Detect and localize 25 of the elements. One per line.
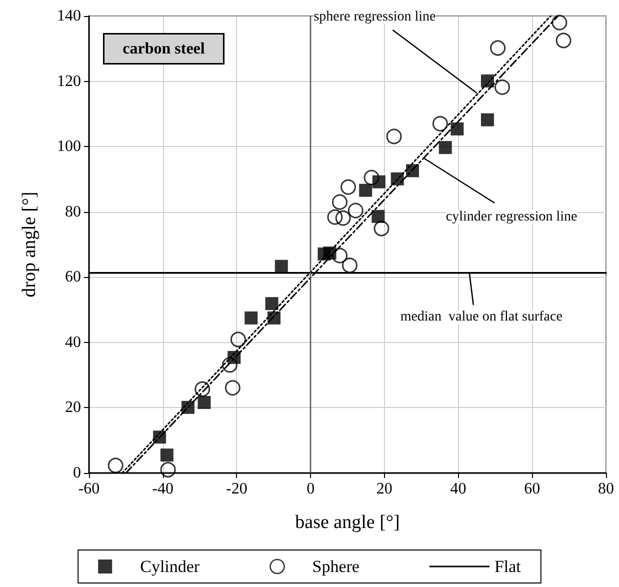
annotation: median value on flat surface: [400, 309, 562, 324]
y-tick-label: 120: [57, 72, 81, 90]
y-tick-label: 20: [65, 399, 81, 416]
x-tick-label: -20: [226, 480, 248, 498]
x-tick-label: 40: [450, 480, 466, 498]
y-axis-title: drop angle [°]: [19, 192, 40, 298]
y-tick-label: 40: [65, 334, 81, 351]
x-tick-label: 20: [376, 480, 392, 498]
y-tick-label: 0: [73, 464, 81, 482]
y-tick-label: 140: [57, 8, 81, 24]
legend-label: Sphere: [312, 557, 360, 576]
annotation: sphere regression line: [314, 10, 436, 25]
x-tick-label: 80: [598, 480, 614, 498]
x-tick-label: 0: [306, 480, 315, 498]
x-tick-label: -60: [78, 480, 100, 498]
y-tick-label: 60: [65, 268, 81, 286]
x-axis-title: base angle [°]: [295, 512, 400, 533]
annotation: carbon steel: [122, 40, 206, 58]
y-tick-label: 100: [57, 138, 81, 156]
legend-label: Flat: [494, 557, 522, 576]
y-tick-label: 80: [65, 203, 81, 220]
annotation: cylinder regression line: [446, 209, 578, 224]
legend-label: Cylinder: [140, 557, 200, 576]
x-tick-label: 60: [524, 480, 540, 498]
x-tick-label: -40: [152, 480, 174, 498]
